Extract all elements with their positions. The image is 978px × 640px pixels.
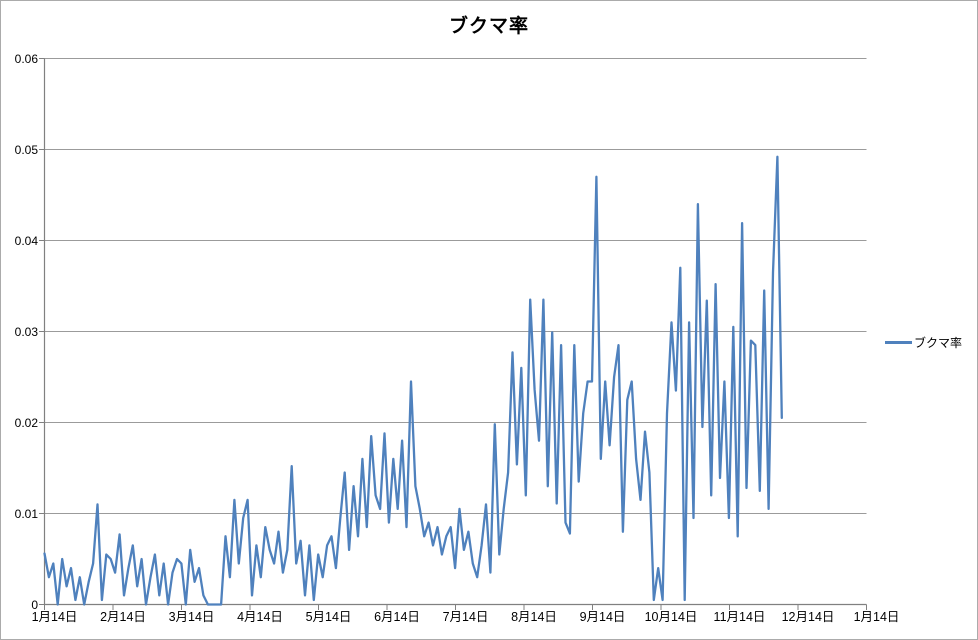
legend-line-marker [885, 341, 912, 344]
y-tick-label: 0.06 [14, 51, 38, 66]
x-tick-label: 9月14日 [579, 609, 626, 624]
y-tick-label: 0.03 [14, 324, 38, 339]
y-tick-label: 0.01 [14, 506, 38, 521]
x-tick-label: 8月14日 [511, 609, 557, 624]
series-line [43, 155, 783, 606]
x-tick-label: 2月14日 [100, 609, 146, 624]
x-tick-label: 11月14日 [713, 609, 766, 624]
x-tick-label: 1月14日 [853, 609, 900, 624]
x-tick-label: 7月14日 [442, 609, 489, 624]
chart-title: ブクマ率 [448, 16, 529, 37]
x-tick-label: 4月14日 [237, 609, 283, 624]
y-tick-label: 0.04 [14, 233, 38, 248]
x-tick-label: 6月14日 [374, 609, 420, 624]
x-tick-label: 10月14日 [644, 609, 698, 624]
y-tick-marks [39, 58, 45, 605]
y-tick-label: 0.05 [14, 142, 38, 157]
x-tick-marks [44, 604, 867, 610]
x-tick-label: 12月14日 [781, 609, 835, 624]
x-tick-label: 5月14日 [305, 609, 352, 624]
legend-label: ブクマ率 [914, 336, 963, 350]
y-tick-label: 0.02 [14, 415, 38, 430]
legend: ブクマ率 [885, 334, 962, 351]
x-tick-label: 3月14日 [168, 609, 215, 624]
x-tick-label: 1月14日 [31, 609, 78, 624]
y-tick-label: 0 [31, 597, 38, 612]
